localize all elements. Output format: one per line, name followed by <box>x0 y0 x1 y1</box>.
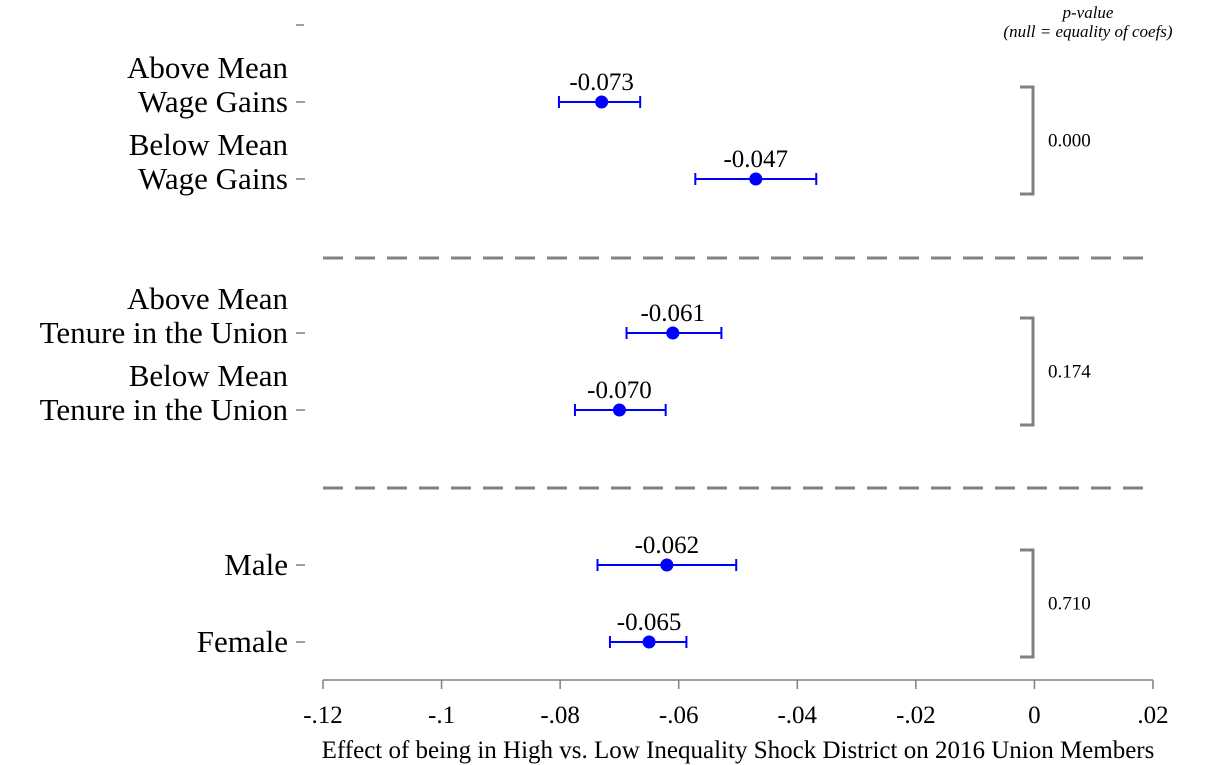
y-category-label: Above Mean <box>127 50 288 85</box>
pvalue-label: 0.000 <box>1048 131 1091 152</box>
y-category-label: Female <box>197 624 288 659</box>
y-category-label: Wage Gains <box>138 84 288 119</box>
x-tick-label: -.06 <box>659 702 699 729</box>
pvalue-header-line: p-value <box>1062 3 1114 22</box>
y-category-label: Tenure in the Union <box>40 315 289 350</box>
estimate-value-label: -0.070 <box>587 377 652 404</box>
estimate-point <box>642 635 656 649</box>
group-bracket <box>1020 85 1035 196</box>
y-category-label: Below Mean <box>129 127 289 162</box>
estimate-point <box>660 558 674 572</box>
estimate-value-label: -0.065 <box>617 609 682 636</box>
estimate-point <box>595 95 609 109</box>
y-category-label: Above Mean <box>127 281 288 316</box>
pvalue-header-line: (null = equality of coefs) <box>1003 22 1172 41</box>
y-category-label: Wage Gains <box>138 161 288 196</box>
estimate-point <box>612 403 626 417</box>
x-tick-label: -.12 <box>303 702 343 729</box>
x-tick-label: -.08 <box>540 702 580 729</box>
estimate-point <box>749 172 763 186</box>
estimate-value-label: -0.073 <box>569 69 634 96</box>
x-tick-label: 0 <box>1028 702 1041 729</box>
pvalue-label: 0.710 <box>1048 594 1091 615</box>
pvalue-label: 0.174 <box>1048 362 1091 383</box>
x-tick-label: -.02 <box>896 702 936 729</box>
x-tick-label: -.04 <box>777 702 817 729</box>
x-tick-label: -.1 <box>428 702 455 729</box>
x-tick-label: .02 <box>1137 702 1168 729</box>
estimate-value-label: -0.047 <box>723 146 788 173</box>
y-category-label: Tenure in the Union <box>40 392 289 427</box>
estimate-point <box>666 326 680 340</box>
x-axis-title: Effect of being in High vs. Low Inequali… <box>322 737 1155 764</box>
y-category-label: Male <box>224 547 288 582</box>
estimate-value-label: -0.062 <box>635 532 700 559</box>
group-bracket <box>1020 548 1035 659</box>
y-category-label: Below Mean <box>129 358 289 393</box>
estimate-value-label: -0.061 <box>640 300 705 327</box>
group-bracket <box>1020 316 1035 427</box>
